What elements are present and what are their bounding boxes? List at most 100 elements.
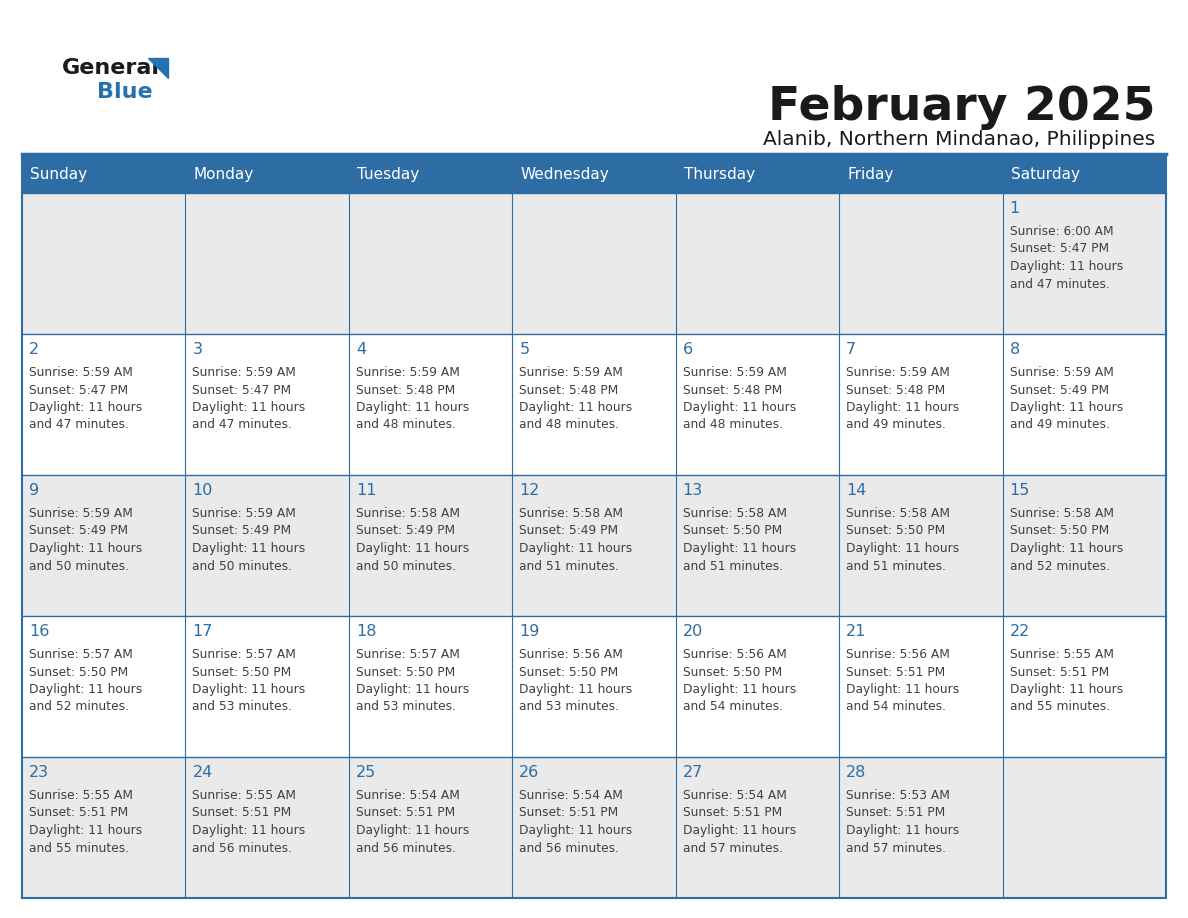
Text: and 50 minutes.: and 50 minutes. (356, 559, 456, 573)
Bar (676, 157, 839, 193)
Text: Sunrise: 5:56 AM: Sunrise: 5:56 AM (846, 648, 950, 661)
Text: 12: 12 (519, 483, 539, 498)
Bar (512, 757, 676, 898)
Text: Sunset: 5:51 PM: Sunset: 5:51 PM (356, 807, 455, 820)
Bar (512, 616, 676, 757)
Text: 27: 27 (683, 765, 703, 780)
Bar (839, 475, 1003, 616)
Text: Sunset: 5:51 PM: Sunset: 5:51 PM (846, 807, 946, 820)
Text: Tuesday: Tuesday (356, 167, 419, 183)
Bar (185, 616, 349, 757)
Text: Sunrise: 5:53 AM: Sunrise: 5:53 AM (846, 789, 950, 802)
Text: 10: 10 (192, 483, 213, 498)
Text: 6: 6 (683, 342, 693, 357)
Text: Sunrise: 5:58 AM: Sunrise: 5:58 AM (1010, 507, 1113, 520)
Bar (676, 757, 839, 898)
Text: Sunset: 5:50 PM: Sunset: 5:50 PM (192, 666, 292, 678)
Text: and 49 minutes.: and 49 minutes. (1010, 419, 1110, 431)
Text: Daylight: 11 hours: Daylight: 11 hours (683, 542, 796, 555)
Bar (1003, 475, 1165, 616)
Text: Sunrise: 5:59 AM: Sunrise: 5:59 AM (846, 366, 950, 379)
Bar (23, 757, 185, 898)
Text: and 48 minutes.: and 48 minutes. (356, 419, 456, 431)
Text: Sunset: 5:48 PM: Sunset: 5:48 PM (356, 384, 455, 397)
Bar (512, 475, 676, 616)
Text: Sunset: 5:50 PM: Sunset: 5:50 PM (519, 666, 619, 678)
Text: Daylight: 11 hours: Daylight: 11 hours (1010, 683, 1123, 696)
Text: 7: 7 (846, 342, 857, 357)
Text: 15: 15 (1010, 483, 1030, 498)
Text: 19: 19 (519, 624, 539, 639)
Text: and 52 minutes.: and 52 minutes. (1010, 559, 1110, 573)
Text: Sunrise: 5:59 AM: Sunrise: 5:59 AM (519, 366, 624, 379)
Text: Thursday: Thursday (684, 167, 754, 183)
Text: Monday: Monday (194, 167, 254, 183)
Text: Daylight: 11 hours: Daylight: 11 hours (1010, 542, 1123, 555)
Text: Daylight: 11 hours: Daylight: 11 hours (683, 683, 796, 696)
Text: Saturday: Saturday (1011, 167, 1080, 183)
Bar (23, 157, 185, 193)
Bar (1003, 757, 1165, 898)
Text: Sunrise: 5:59 AM: Sunrise: 5:59 AM (29, 366, 133, 379)
Text: Daylight: 11 hours: Daylight: 11 hours (519, 401, 632, 414)
Bar (185, 475, 349, 616)
Text: Sunset: 5:49 PM: Sunset: 5:49 PM (356, 524, 455, 538)
Bar (349, 475, 512, 616)
Text: General: General (62, 58, 160, 78)
Text: Daylight: 11 hours: Daylight: 11 hours (356, 542, 469, 555)
Text: 5: 5 (519, 342, 530, 357)
Text: and 53 minutes.: and 53 minutes. (356, 700, 456, 713)
Text: Sunset: 5:51 PM: Sunset: 5:51 PM (1010, 666, 1108, 678)
Text: Wednesday: Wednesday (520, 167, 609, 183)
Text: Daylight: 11 hours: Daylight: 11 hours (29, 542, 143, 555)
Text: 20: 20 (683, 624, 703, 639)
Bar (185, 334, 349, 475)
Text: and 51 minutes.: and 51 minutes. (846, 559, 946, 573)
Text: and 47 minutes.: and 47 minutes. (29, 419, 128, 431)
Text: and 55 minutes.: and 55 minutes. (1010, 700, 1110, 713)
Text: Daylight: 11 hours: Daylight: 11 hours (846, 683, 960, 696)
Bar (1003, 616, 1165, 757)
Text: and 51 minutes.: and 51 minutes. (683, 559, 783, 573)
Bar (512, 334, 676, 475)
Text: 26: 26 (519, 765, 539, 780)
Text: Daylight: 11 hours: Daylight: 11 hours (356, 683, 469, 696)
Text: Daylight: 11 hours: Daylight: 11 hours (519, 542, 632, 555)
Text: Sunset: 5:51 PM: Sunset: 5:51 PM (192, 807, 292, 820)
Text: Sunset: 5:50 PM: Sunset: 5:50 PM (846, 524, 946, 538)
Text: and 51 minutes.: and 51 minutes. (519, 559, 619, 573)
Text: Sunrise: 5:59 AM: Sunrise: 5:59 AM (683, 366, 786, 379)
Bar (512, 157, 676, 193)
Text: Daylight: 11 hours: Daylight: 11 hours (192, 683, 305, 696)
Bar (185, 157, 349, 193)
Text: Sunrise: 5:57 AM: Sunrise: 5:57 AM (356, 648, 460, 661)
Text: 2: 2 (29, 342, 39, 357)
Text: and 47 minutes.: and 47 minutes. (192, 419, 292, 431)
Text: Sunset: 5:49 PM: Sunset: 5:49 PM (29, 524, 128, 538)
Text: and 53 minutes.: and 53 minutes. (519, 700, 619, 713)
Text: and 54 minutes.: and 54 minutes. (846, 700, 946, 713)
Text: Daylight: 11 hours: Daylight: 11 hours (1010, 260, 1123, 273)
Text: Sunset: 5:50 PM: Sunset: 5:50 PM (1010, 524, 1108, 538)
Text: 8: 8 (1010, 342, 1019, 357)
Bar (349, 193, 512, 334)
Text: 4: 4 (356, 342, 366, 357)
Text: 16: 16 (29, 624, 50, 639)
Text: and 50 minutes.: and 50 minutes. (192, 559, 292, 573)
Text: Daylight: 11 hours: Daylight: 11 hours (29, 824, 143, 837)
Text: 13: 13 (683, 483, 703, 498)
Text: Sunset: 5:47 PM: Sunset: 5:47 PM (29, 384, 128, 397)
Bar (676, 193, 839, 334)
Bar (512, 193, 676, 334)
Text: and 55 minutes.: and 55 minutes. (29, 842, 129, 855)
Text: Sunset: 5:51 PM: Sunset: 5:51 PM (519, 807, 619, 820)
Text: Sunset: 5:49 PM: Sunset: 5:49 PM (1010, 384, 1108, 397)
Bar (23, 475, 185, 616)
Text: Daylight: 11 hours: Daylight: 11 hours (192, 401, 305, 414)
Bar (1003, 193, 1165, 334)
Text: and 56 minutes.: and 56 minutes. (519, 842, 619, 855)
Text: and 48 minutes.: and 48 minutes. (519, 419, 619, 431)
Text: Daylight: 11 hours: Daylight: 11 hours (519, 824, 632, 837)
Text: 11: 11 (356, 483, 377, 498)
Text: Sunrise: 5:56 AM: Sunrise: 5:56 AM (519, 648, 624, 661)
